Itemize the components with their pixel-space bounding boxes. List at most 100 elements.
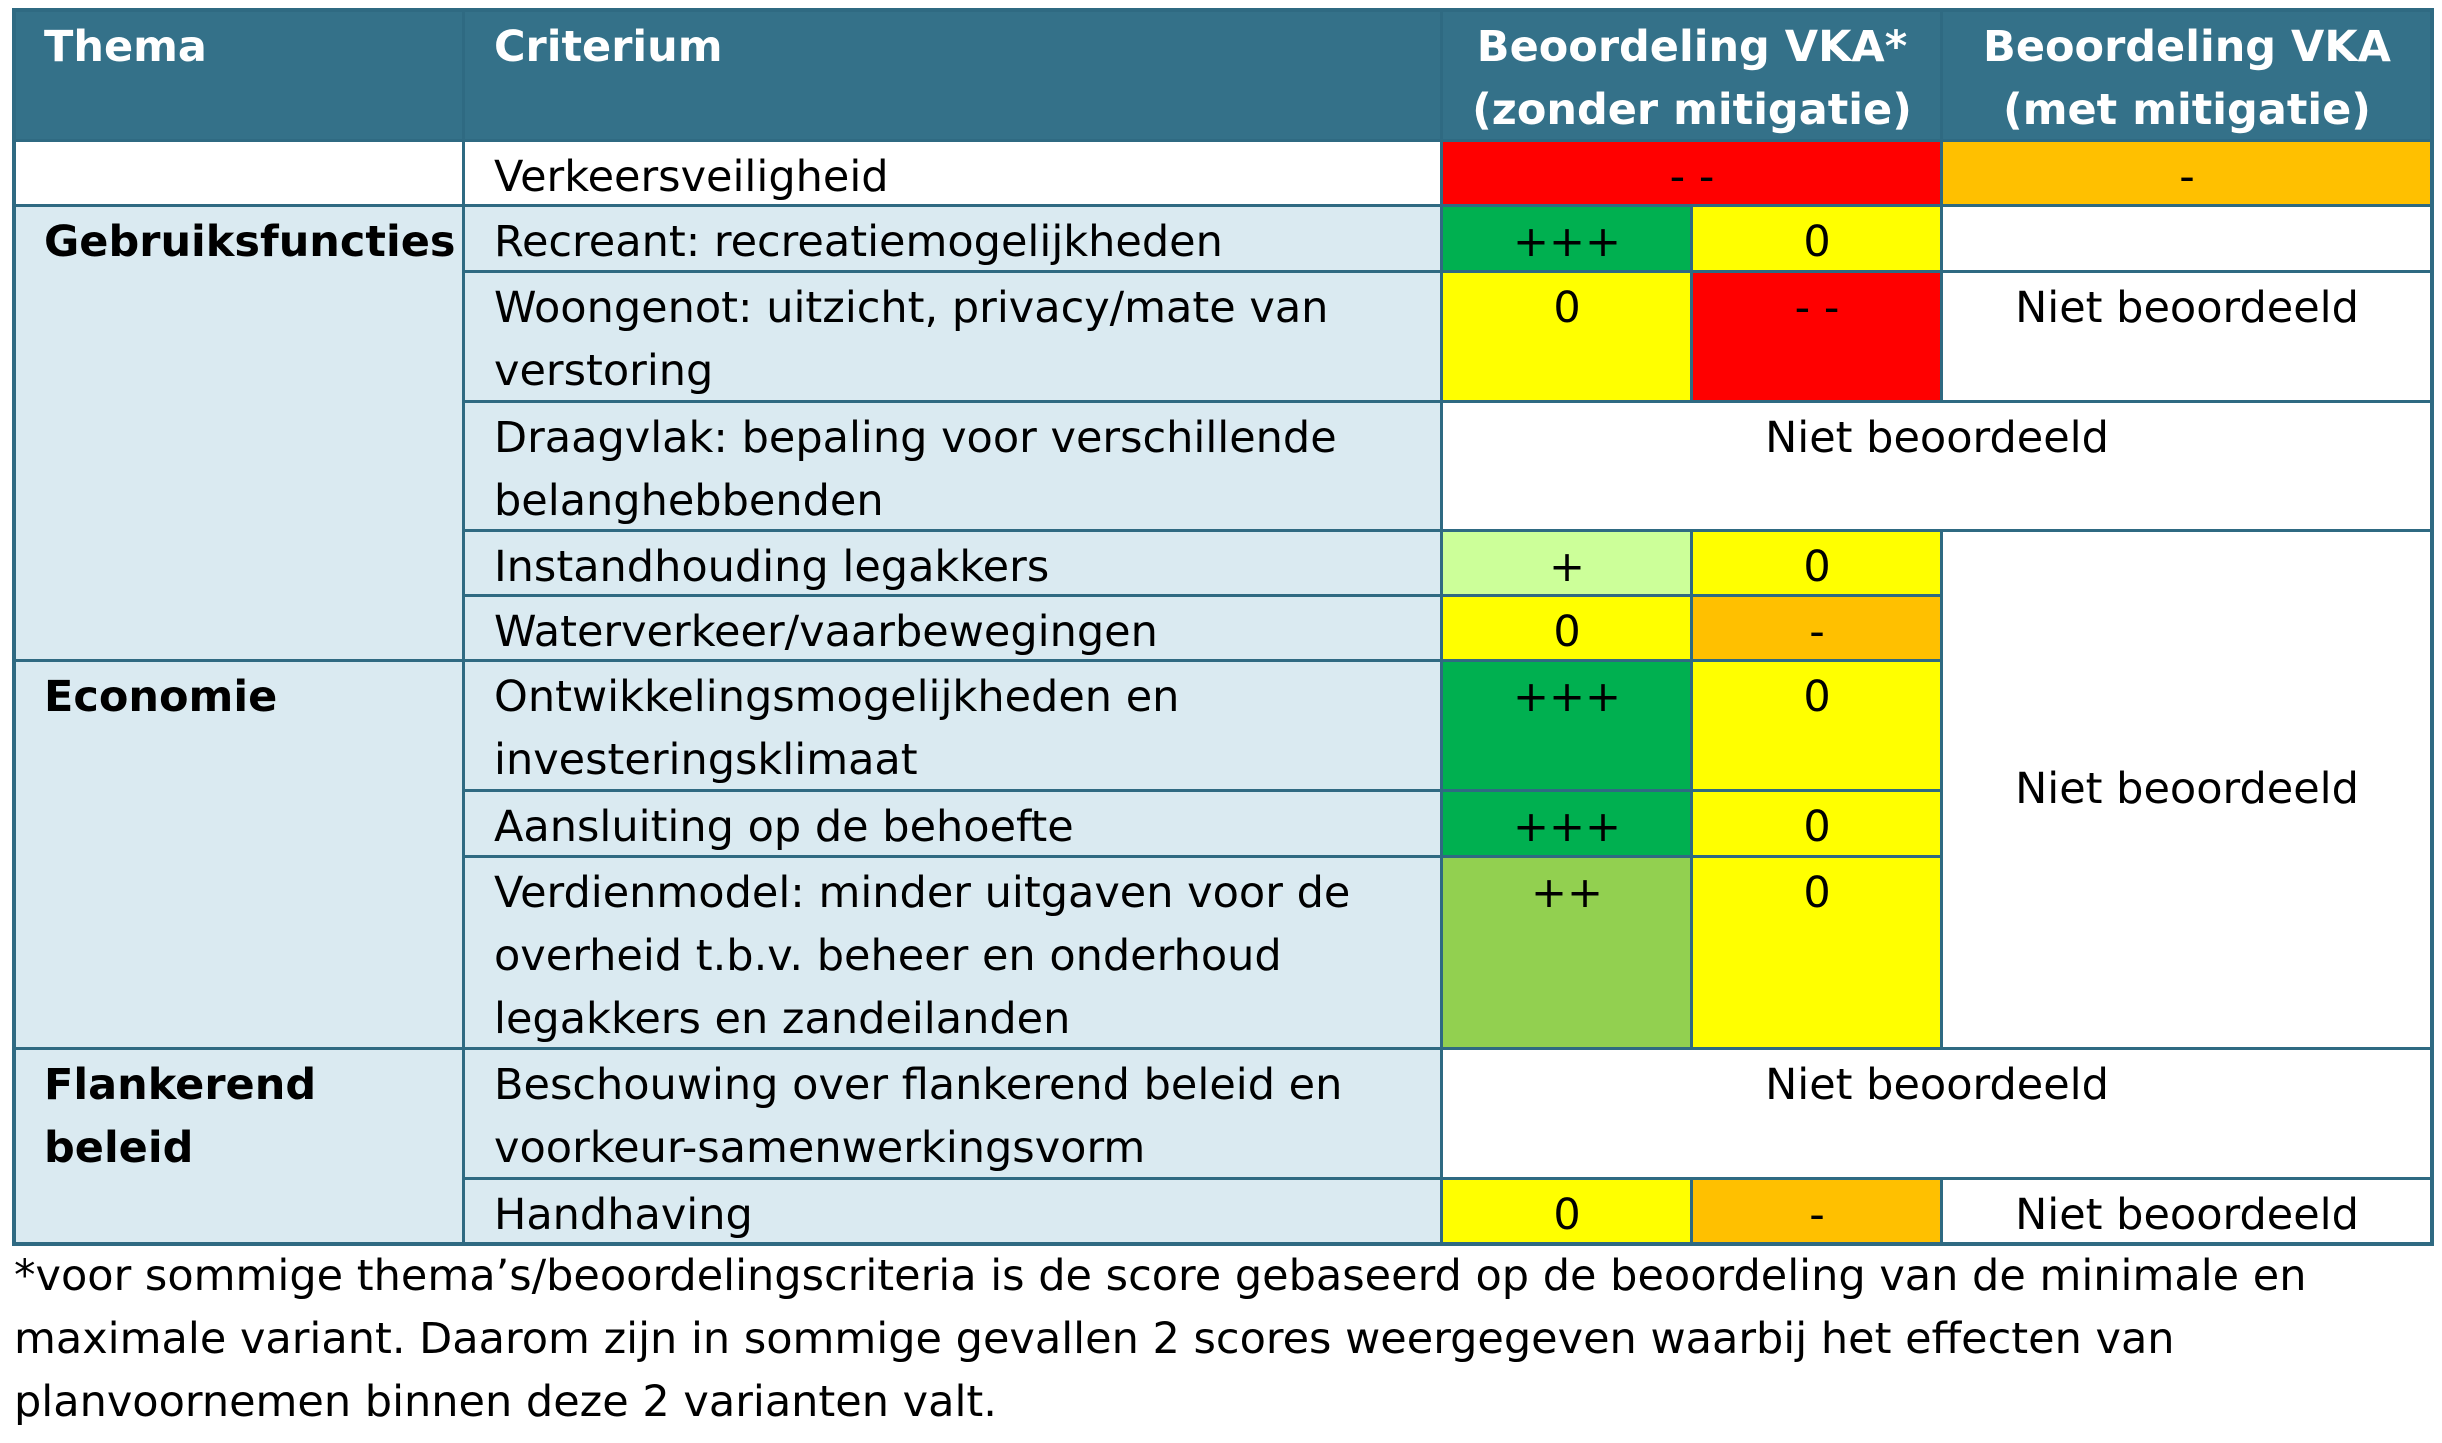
criterium-waterverkeer: Waterverkeer/vaarbewegingen: [464, 595, 1442, 660]
score-value: 0: [1803, 672, 1831, 722]
col-line-min-max-a: [1690, 205, 1693, 401]
score-value: +++: [1512, 672, 1622, 722]
score-value: ++: [1530, 868, 1604, 918]
theme-flankerend-beleid: Flankerend beleid: [14, 1048, 464, 1244]
criterium-ontwikkelingsmogelijkheden: Ontwikkelingsmogelijkheden en investerin…: [464, 660, 1442, 790]
score-legakkers-min: +: [1442, 530, 1692, 595]
row-line-5: [464, 594, 1942, 597]
score-handhaving-max: -: [1692, 1178, 1942, 1244]
row-line-7: [464, 789, 1942, 792]
theme-gebruiksfuncties: Gebruiksfuncties: [14, 205, 464, 660]
score-value: 0: [1803, 802, 1831, 852]
niet-beoordeeld-draagvlak: Niet beoordeeld: [1442, 401, 2432, 530]
criterium-aansluiting: Aansluiting op de behoefte: [464, 790, 1442, 856]
theme-flankerend-label: Flankerend beleid: [44, 1060, 317, 1173]
score-recreant-max: 0: [1692, 205, 1942, 271]
criterium-verdienmodel: Verdienmodel: minder uitgaven voor de ov…: [464, 856, 1442, 1048]
score-woongenot-max: - -: [1692, 271, 1942, 401]
table-border-bottom: [12, 1242, 2434, 1246]
criterium-woongenot: Woongenot: uitzicht, privacy/mate van ve…: [464, 271, 1442, 401]
niet-beoordeeld-label: Niet beoordeeld: [2015, 764, 2359, 814]
row-line-1: [14, 204, 2432, 207]
row-line-3: [464, 400, 2432, 403]
row-line-header: [14, 139, 2432, 142]
score-value: -: [1809, 1190, 1825, 1240]
theme-empty: [14, 140, 464, 205]
col-line-criterium: [1440, 10, 1443, 1244]
score-aansluiting-min: +++: [1442, 790, 1692, 856]
niet-beoordeeld-flankerend: Niet beoordeeld: [1442, 1048, 2432, 1178]
score-value: -: [2179, 152, 2195, 202]
score-handhaving-min: 0: [1442, 1178, 1692, 1244]
score-recreant-met-empty: [1942, 205, 2432, 271]
criterium-label: Aansluiting op de behoefte: [494, 802, 1074, 852]
header-zonder-mitigatie: Beoordeling VKA* (zonder mitigatie): [1442, 10, 1942, 140]
score-value: +++: [1512, 217, 1622, 267]
criterium-label: Draagvlak: bepaling voor verschillende b…: [494, 413, 1337, 526]
score-aansluiting-max: 0: [1692, 790, 1942, 856]
criterium-label: Ontwikkelingsmogelijkheden en investerin…: [494, 672, 1180, 785]
score-value: +: [1548, 542, 1586, 592]
score-verkeersveiligheid-zonder: - -: [1442, 140, 1942, 205]
score-recreant-min: +++: [1442, 205, 1692, 271]
col-line-min-max-c: [1690, 1178, 1693, 1244]
header-thema-label: Thema: [44, 22, 207, 72]
col-line-met-c: [1940, 1178, 1943, 1244]
header-met-line2: (met mitigatie): [2003, 85, 2371, 135]
theme-economie-label: Economie: [44, 672, 278, 722]
criterium-instandhouding-legakkers: Instandhouding legakkers: [464, 530, 1442, 595]
niet-beoordeeld-woongenot: Niet beoordeeld: [1942, 271, 2432, 401]
niet-beoordeeld-label: Niet beoordeeld: [1765, 1060, 2109, 1110]
row-line-9: [14, 1047, 2432, 1050]
score-woongenot-min: 0: [1442, 271, 1692, 401]
header-met-line1: Beoordeling VKA: [1983, 22, 2391, 72]
score-verkeersveiligheid-met: -: [1942, 140, 2432, 205]
row-line-6: [14, 659, 1942, 662]
criterium-label: Instandhouding legakkers: [494, 542, 1050, 592]
niet-beoordeeld-label: Niet beoordeeld: [2015, 1190, 2359, 1240]
score-value: 0: [1553, 607, 1581, 657]
header-zonder-line2: (zonder mitigatie): [1472, 85, 1912, 135]
criterium-label: Waterverkeer/vaarbewegingen: [494, 607, 1158, 657]
score-value: 0: [1553, 1190, 1581, 1240]
score-value: 0: [1803, 868, 1831, 918]
row-line-4: [464, 529, 2432, 532]
row-line-8: [464, 855, 1942, 858]
score-value: - -: [1669, 152, 1715, 202]
theme-economie: Economie: [14, 660, 464, 1048]
criterium-label: Verkeersveiligheid: [494, 152, 889, 202]
criterium-draagvlak: Draagvlak: bepaling voor verschillende b…: [464, 401, 1442, 530]
score-value: - -: [1794, 283, 1840, 333]
row-line-2: [464, 270, 2432, 273]
score-value: 0: [1553, 283, 1581, 333]
row-line-10: [464, 1177, 2432, 1180]
score-verdienmodel-min: ++: [1442, 856, 1692, 1048]
score-legakkers-max: 0: [1692, 530, 1942, 595]
criterium-recreant: Recreant: recreatiemogelijkheden: [464, 205, 1442, 271]
criterium-handhaving: Handhaving: [464, 1178, 1442, 1244]
score-ontwikkeling-max: 0: [1692, 660, 1942, 790]
criterium-verkeersveiligheid: Verkeersveiligheid: [464, 140, 1442, 205]
table-border-top: [12, 8, 2434, 12]
header-zonder-line1: Beoordeling VKA*: [1476, 22, 1908, 72]
criterium-label: Handhaving: [494, 1190, 753, 1240]
score-ontwikkeling-min: +++: [1442, 660, 1692, 790]
footnote: *voor sommige thema’s/beoordelingscriter…: [14, 1251, 2307, 1427]
criterium-label: Verdienmodel: minder uitgaven voor de ov…: [494, 868, 1351, 1044]
niet-beoordeeld-handhaving: Niet beoordeeld: [1942, 1178, 2432, 1244]
criterium-label: Woongenot: uitzicht, privacy/mate van ve…: [494, 283, 1329, 396]
header-met-mitigatie: Beoordeling VKA (met mitigatie): [1942, 10, 2432, 140]
theme-gebruiksfuncties-label: Gebruiksfuncties: [44, 217, 456, 267]
score-waterverkeer-max: -: [1692, 595, 1942, 660]
col-line-thema: [462, 10, 465, 1244]
criterium-label: Recreant: recreatiemogelijkheden: [494, 217, 1223, 267]
header-thema: Thema: [14, 10, 464, 140]
score-value: -: [1809, 607, 1825, 657]
niet-beoordeeld-label: Niet beoordeeld: [2015, 283, 2359, 333]
table-border-right: [2430, 8, 2434, 1246]
niet-beoordeeld-merged: Niet beoordeeld: [1942, 530, 2432, 1048]
criterium-beschouwing-flankerend-beleid: Beschouwing over flankerend beleid en vo…: [464, 1048, 1442, 1178]
table-border-left: [12, 8, 16, 1246]
score-value: 0: [1803, 542, 1831, 592]
score-value: +++: [1512, 802, 1622, 852]
